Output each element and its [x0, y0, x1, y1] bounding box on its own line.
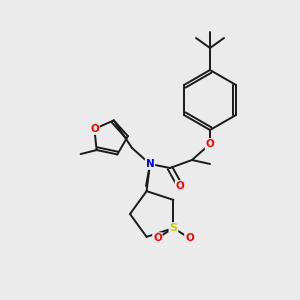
- Text: O: O: [176, 181, 184, 191]
- Text: O: O: [153, 233, 162, 243]
- Text: O: O: [206, 139, 214, 149]
- Text: O: O: [185, 233, 194, 243]
- Text: S: S: [169, 223, 177, 233]
- Text: N: N: [146, 159, 154, 169]
- Text: O: O: [90, 124, 99, 134]
